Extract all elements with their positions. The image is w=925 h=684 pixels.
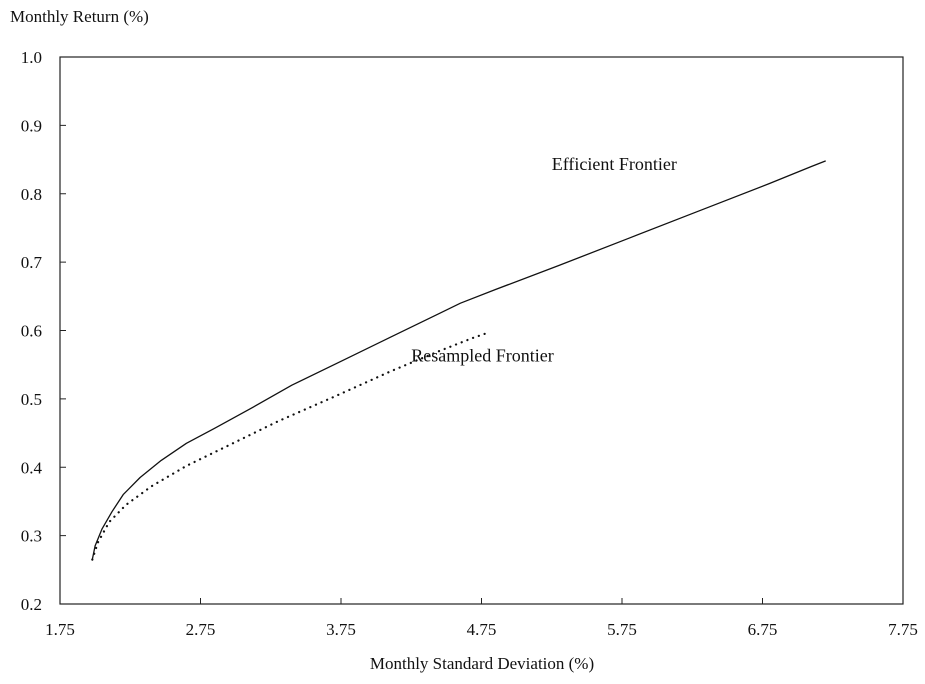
x-tick-label: 1.75 (45, 620, 75, 639)
y-tick-label: 0.9 (21, 116, 42, 135)
y-tick-label: 0.4 (21, 458, 43, 477)
series-annotation-label: Efficient Frontier (552, 154, 677, 174)
x-tick-label: 4.75 (467, 620, 497, 639)
series-layer (91, 160, 826, 561)
x-tick-label: 2.75 (186, 620, 216, 639)
y-tick-label: 1.0 (21, 48, 42, 67)
x-axis-ticks: 1.75 2.75 3.75 4.75 5.75 6.75 7.75 (45, 598, 918, 639)
efficient-frontier-line (91, 160, 826, 560)
y-tick-label: 0.2 (21, 595, 42, 614)
y-axis-ticks: 0.2 0.3 0.4 0.5 0.6 0.7 0.8 0.9 1.0 (21, 48, 66, 614)
y-tick-label: 0.5 (21, 390, 42, 409)
y-tick-label: 0.3 (21, 527, 42, 546)
x-tick-label: 7.75 (888, 620, 918, 639)
y-tick-label: 0.7 (21, 253, 43, 272)
x-tick-label: 3.75 (326, 620, 356, 639)
x-axis-title: Monthly Standard Deviation (%) (370, 654, 594, 673)
series-annotation-label: Resampled Frontier (411, 345, 553, 365)
x-tick-label: 5.75 (607, 620, 637, 639)
plot-frame (59, 56, 904, 605)
resampled-frontier-line (91, 331, 490, 561)
y-axis-title: Monthly Return (%) (10, 7, 149, 26)
y-tick-label: 0.8 (21, 185, 42, 204)
x-tick-label: 6.75 (748, 620, 778, 639)
y-tick-label: 0.6 (21, 322, 42, 341)
annotation-layer: Efficient Frontier Resampled Frontier (411, 154, 677, 365)
